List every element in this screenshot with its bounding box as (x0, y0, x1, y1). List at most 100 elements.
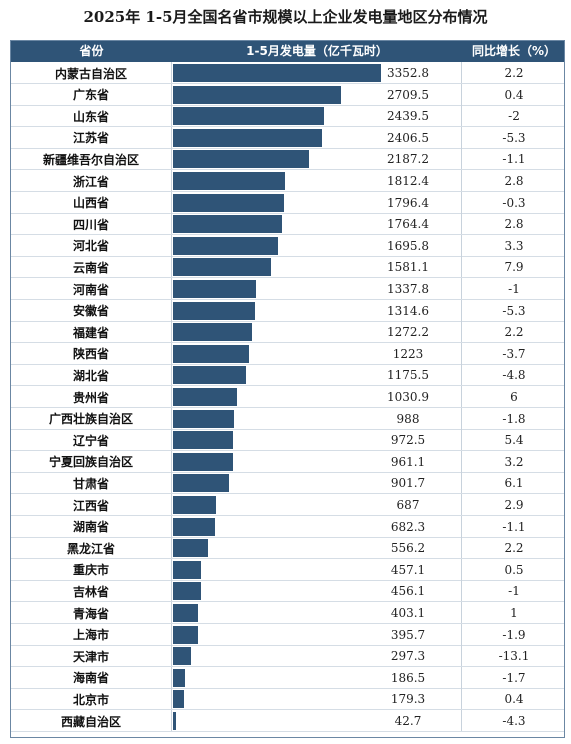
yoy-cell: 0.4 (504, 692, 524, 707)
row-divider (11, 169, 564, 171)
generation-bar (173, 128, 323, 147)
yoy-cell: -1.9 (502, 627, 526, 642)
row-divider (11, 320, 564, 322)
generation-cell: 186.5 (172, 666, 462, 689)
yoy-cell: -1 (508, 584, 520, 599)
province-cell: 青海省 (11, 602, 172, 624)
row-divider (11, 407, 564, 408)
yoy-cell: -1.1 (502, 152, 526, 167)
generation-cell: 2406.5 (172, 126, 462, 149)
generation-cell: 1695.8 (172, 234, 462, 257)
table-row: 河北省 1695.8 3.3 (11, 234, 564, 257)
row-divider (11, 601, 564, 603)
table-row: 湖南省 682.3 -1.1 (11, 515, 564, 538)
row-divider (11, 126, 564, 128)
row-divider (11, 104, 564, 106)
table-row: 山西省 1796.4 -0.3 (11, 191, 564, 214)
yoy-cell: -5.3 (502, 130, 526, 145)
row-divider (11, 212, 564, 214)
generation-cell: 961.1 (172, 450, 462, 473)
generation-value: 988 (396, 411, 420, 426)
generation-cell: 403.1 (172, 602, 462, 624)
generation-bar (173, 409, 235, 428)
yoy-cell: 7.9 (504, 260, 524, 275)
generation-value: 1695.8 (387, 238, 429, 253)
generation-bar (173, 344, 249, 363)
generation-cell: 1175.5 (172, 364, 462, 387)
generation-cell: 1314.6 (172, 299, 462, 322)
generation-cell: 1337.8 (172, 278, 462, 300)
province-cell: 湖北省 (11, 364, 172, 387)
generation-bar (173, 64, 381, 82)
generation-cell: 1581.1 (172, 256, 462, 279)
generation-bar (173, 388, 237, 406)
generation-bar (173, 582, 202, 601)
header-yoy: 同比增长（%） (471, 44, 557, 58)
generation-bar (173, 712, 176, 730)
yoy-cell: -1.7 (502, 670, 526, 685)
table-row: 吉林省 456.1 -1 (11, 580, 564, 603)
generation-value: 1764.4 (387, 217, 429, 232)
table-row: 福建省 1272.2 2.2 (11, 321, 564, 344)
generation-cell: 1272.2 (172, 321, 462, 344)
yoy-cell: 5.4 (504, 433, 524, 448)
generation-bar (173, 193, 285, 212)
province-cell: 江苏省 (11, 126, 172, 149)
table-row: 贵州省 1030.9 6 (11, 386, 564, 408)
generation-cell: 901.7 (172, 472, 462, 495)
table-row: 四川省 1764.4 2.8 (11, 213, 564, 236)
province-cell: 黑龙江省 (11, 537, 172, 560)
yoy-cell: 3.3 (504, 238, 524, 253)
generation-bar (173, 323, 252, 342)
table-row: 云南省 1581.1 7.9 (11, 256, 564, 279)
province-cell: 海南省 (11, 666, 172, 689)
generation-cell: 2439.5 (172, 105, 462, 128)
generation-value: 2187.2 (387, 152, 429, 167)
yoy-cell: 2.2 (504, 66, 524, 80)
generation-value: 42.7 (394, 714, 422, 728)
row-divider (11, 536, 564, 538)
generation-value: 1314.6 (387, 303, 429, 318)
row-divider (11, 234, 564, 236)
province-cell: 重庆市 (11, 558, 172, 581)
generation-value: 456.1 (390, 584, 426, 599)
province-cell: 贵州省 (11, 386, 172, 408)
yoy-cell: -0.3 (502, 195, 526, 210)
generation-value: 556.2 (390, 541, 426, 556)
generation-cell: 1223 (172, 342, 462, 365)
row-divider (11, 623, 564, 624)
row-divider (11, 515, 564, 516)
generation-value: 186.5 (390, 670, 426, 685)
generation-bar (173, 107, 325, 126)
generation-value: 2406.5 (387, 130, 429, 145)
table-row: 陕西省 1223 -3.7 (11, 342, 564, 365)
table-row: 浙江省 1812.4 2.8 (11, 170, 564, 192)
row-divider (11, 493, 564, 495)
table-row: 重庆市 457.1 0.5 (11, 558, 564, 581)
row-divider (11, 363, 564, 365)
generation-value: 2709.5 (387, 87, 429, 102)
province-cell: 上海市 (11, 623, 172, 646)
table-row: 湖北省 1175.5 -4.8 (11, 364, 564, 387)
table-row: 天津市 297.3 -13.1 (11, 645, 564, 668)
yoy-cell: 0.4 (504, 87, 524, 102)
yoy-cell: 3.2 (504, 454, 524, 469)
generation-bar (173, 236, 279, 255)
generation-bar (173, 431, 234, 450)
province-cell: 江西省 (11, 494, 172, 516)
province-cell: 天津市 (11, 645, 172, 668)
yoy-cell: -13.1 (498, 649, 530, 664)
yoy-cell: 2.9 (504, 498, 524, 512)
generation-value: 297.3 (390, 649, 426, 664)
province-cell: 广西壮族自治区 (11, 407, 172, 430)
generation-cell: 1796.4 (172, 191, 462, 214)
generation-bar (173, 280, 256, 298)
generation-cell: 457.1 (172, 558, 462, 581)
province-cell: 山西省 (11, 191, 172, 214)
header-generation: 1-5月发电量（亿千瓦时） (246, 44, 388, 58)
generation-cell: 972.5 (172, 429, 462, 452)
generation-value: 1272.2 (387, 325, 429, 340)
generation-cell: 456.1 (172, 580, 462, 603)
yoy-cell: 2.2 (504, 541, 524, 556)
generation-value: 395.7 (390, 627, 426, 642)
